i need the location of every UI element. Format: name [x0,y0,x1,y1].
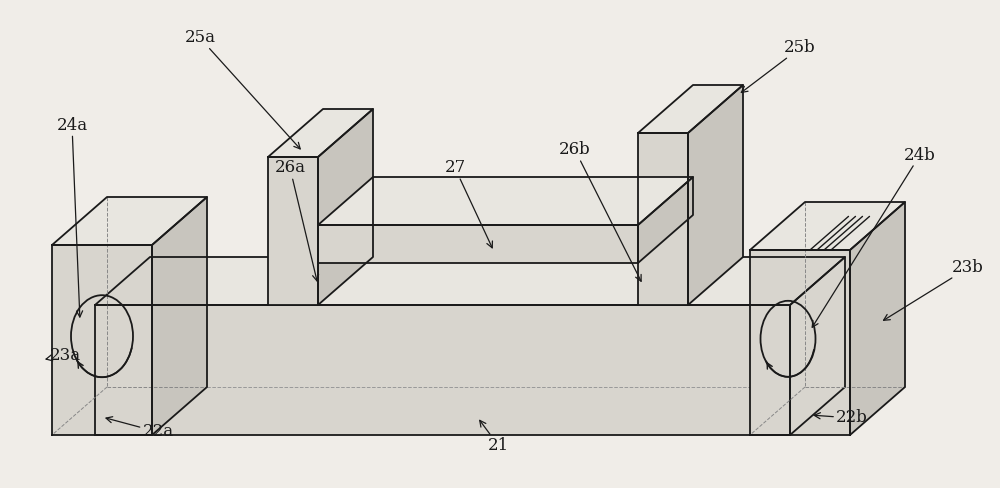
Text: 21: 21 [480,420,509,453]
Polygon shape [152,197,207,435]
Polygon shape [318,177,693,225]
Polygon shape [268,109,373,157]
Text: 23a: 23a [46,346,81,364]
Polygon shape [750,250,850,435]
Text: 24a: 24a [56,117,88,317]
Text: 25a: 25a [184,29,300,149]
Text: 24b: 24b [812,146,936,327]
Polygon shape [318,225,638,263]
Polygon shape [268,157,318,305]
Text: 22a: 22a [106,417,174,441]
Text: 27: 27 [444,160,492,248]
Text: 25b: 25b [741,40,816,93]
Text: 23b: 23b [884,260,984,320]
Polygon shape [95,305,790,435]
Polygon shape [52,245,152,435]
Polygon shape [638,85,743,133]
Text: 22b: 22b [814,409,868,427]
Polygon shape [52,197,207,245]
Text: 26a: 26a [274,160,319,281]
Polygon shape [95,257,845,305]
Text: 26b: 26b [559,142,641,281]
Polygon shape [638,177,693,263]
Polygon shape [318,109,373,305]
Polygon shape [750,202,905,250]
Polygon shape [638,133,688,305]
Polygon shape [688,85,743,305]
Polygon shape [850,202,905,435]
Polygon shape [790,257,845,435]
